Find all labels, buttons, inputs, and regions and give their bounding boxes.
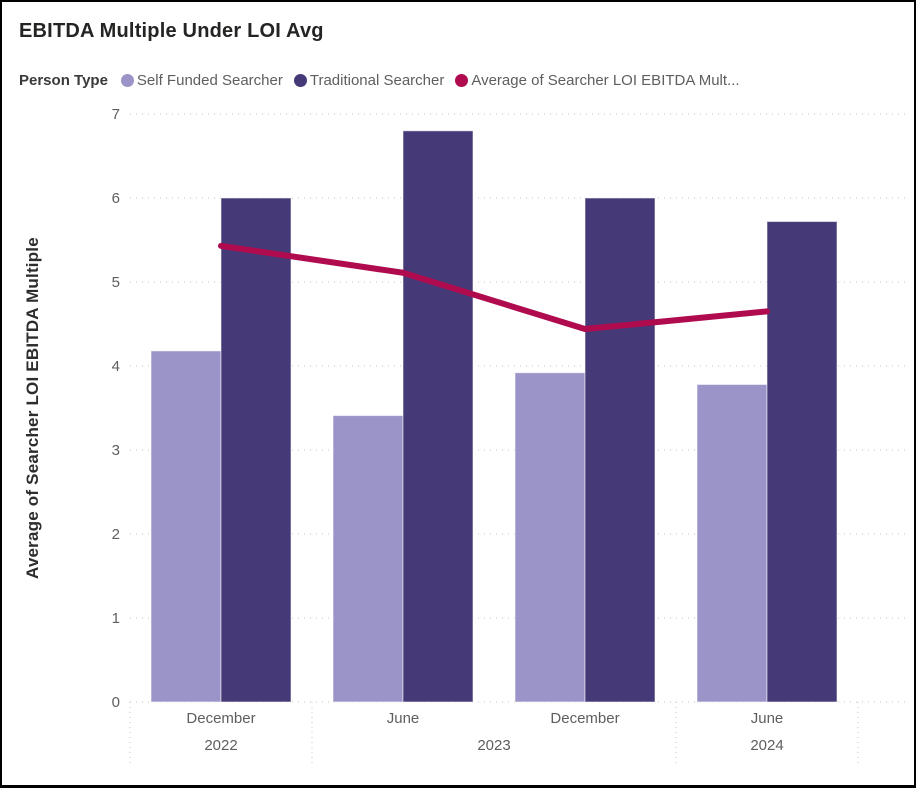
x-month-label: December [186,710,255,727]
x-month-label: June [387,710,420,727]
x-month-label: December [550,710,619,727]
bar-self-funded-searcher-0[interactable] [150,350,222,703]
legend-item-label: Average of Searcher LOI EBITDA Mult... [471,71,740,89]
bar-traditional-searcher-0[interactable] [220,197,292,703]
x-year-label: 2023 [477,737,510,754]
y-tick-label: 0 [112,694,120,711]
legend-item-self-funded-searcher[interactable]: Self Funded Searcher [120,71,283,89]
bar-self-funded-searcher-2[interactable] [514,372,586,703]
bar-traditional-searcher-3[interactable] [766,221,838,703]
y-tick-label: 1 [112,610,120,627]
legend-item-label: Traditional Searcher [309,71,445,89]
legend-item-label: Self Funded Searcher [136,71,283,89]
legend-dot-crimson-icon [455,73,469,87]
legend-dot-dark-purple-icon [293,73,307,87]
y-tick-label: 3 [112,442,120,459]
y-tick-label: 6 [112,190,120,207]
legend: Person Type Self Funded Searcher Traditi… [19,68,908,92]
legend-item-traditional-searcher[interactable]: Traditional Searcher [293,71,445,89]
legend-title: Person Type [19,71,108,89]
x-year-label: 2022 [204,737,237,754]
legend-dot-light-purple-icon [120,73,134,87]
y-tick-label: 2 [112,526,120,543]
y-tick-label: 7 [112,106,120,123]
page-title: EBITDA Multiple Under LOI Avg [19,20,324,42]
bar-self-funded-searcher-3[interactable] [696,383,768,703]
legend-item-average-line[interactable]: Average of Searcher LOI EBITDA Mult... [455,71,740,89]
y-tick-label: 5 [112,274,120,291]
y-tick-label: 4 [112,358,120,375]
avg-line[interactable] [218,242,770,333]
x-year-label: 2024 [750,737,783,754]
bar-traditional-searcher-1[interactable] [402,130,474,703]
x-month-label: June [751,710,784,727]
bar-self-funded-searcher-1[interactable] [332,415,404,703]
bar-traditional-searcher-2[interactable] [584,197,656,703]
